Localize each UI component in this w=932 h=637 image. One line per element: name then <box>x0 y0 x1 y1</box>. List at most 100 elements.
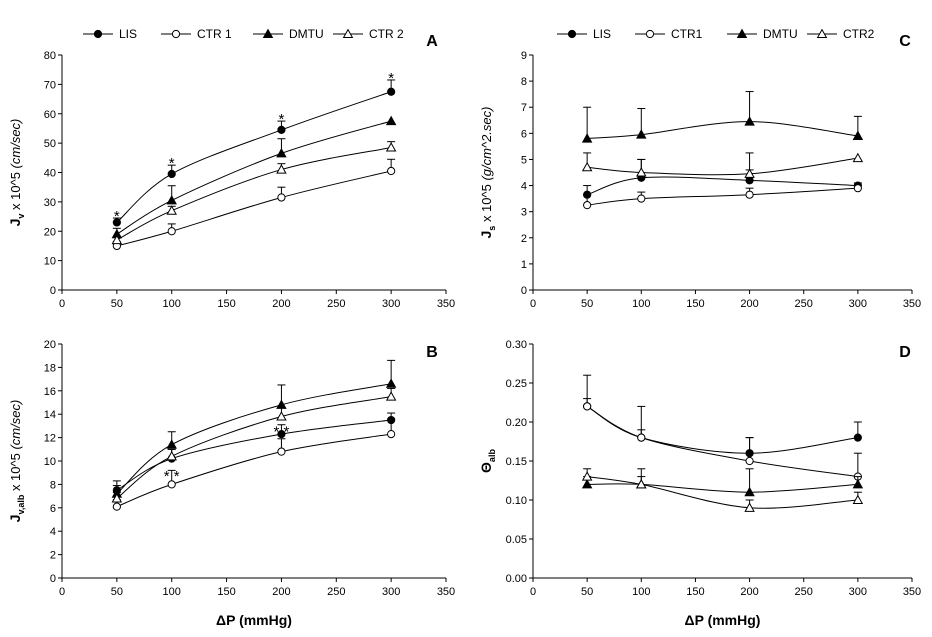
data-point <box>277 429 286 439</box>
data-point <box>276 147 287 158</box>
y-tick-label: 2 <box>50 550 56 562</box>
y-axis-label: Jv x 10^5 (cm/sec) <box>7 119 26 227</box>
y-tick-label: 20 <box>44 339 56 351</box>
data-point <box>637 433 646 442</box>
legend-item: LIS <box>83 27 137 41</box>
series-line <box>116 120 392 235</box>
legend-label: CTR2 <box>843 27 875 41</box>
x-tick-label: 50 <box>111 586 123 598</box>
y-tick-label: 0 <box>50 285 56 297</box>
y-tick-label: 30 <box>44 197 56 209</box>
panel-label: A <box>426 33 438 50</box>
data-point <box>167 480 176 489</box>
data-point <box>111 493 123 503</box>
series-line <box>586 405 858 478</box>
x-tick-label: 350 <box>903 298 921 310</box>
series-line <box>116 147 392 241</box>
x-tick-label: 300 <box>382 298 400 310</box>
data-point <box>853 433 862 442</box>
data-point <box>387 429 396 439</box>
legend-label: LIS <box>593 27 611 41</box>
series-ctr-1 <box>112 418 396 511</box>
series-line <box>116 383 392 495</box>
series-line <box>116 419 392 491</box>
panel-d: 0.00 0.05 0.10 0.15 0.20 0.25 0.30 0 50 100 150 200… <box>478 339 921 628</box>
data-point <box>581 478 593 489</box>
data-point <box>112 502 121 511</box>
x-tick-label: 200 <box>740 586 758 598</box>
x-tick-label: 100 <box>163 298 181 310</box>
series-ctr2 <box>581 468 864 512</box>
series-ctr-2 <box>111 141 397 245</box>
panel-a: 0 10 20 30 40 50 60 70 80 0 50 100 150 200 250 300 350 A J… <box>7 27 455 310</box>
significance-marker: * <box>114 208 120 225</box>
y-axis-label-subscript: v <box>16 214 26 219</box>
data-point <box>385 378 397 388</box>
series-lis <box>112 412 396 495</box>
x-tick-label: 50 <box>581 298 593 310</box>
x-tick-label: 200 <box>740 298 758 310</box>
x-tick-label: 350 <box>903 586 921 598</box>
x-tick-label: 300 <box>849 586 867 598</box>
panel-label: B <box>426 344 438 361</box>
legend-item: CTR2 <box>807 27 875 41</box>
legend-label: CTR 2 <box>369 27 404 41</box>
data-point <box>111 234 123 245</box>
x-tick-label: 0 <box>59 586 65 598</box>
data-point <box>385 142 397 152</box>
y-axis-label-scale: x 10^5 <box>479 181 494 226</box>
data-point <box>166 194 177 205</box>
y-axis-label-main: Θ <box>478 462 494 473</box>
x-tick-label: 350 <box>437 298 455 310</box>
x-tick-label: 0 <box>530 298 536 310</box>
y-tick-label: 1 <box>521 259 527 271</box>
x-tick-label: 50 <box>111 298 123 310</box>
y-tick-label: 70 <box>44 79 56 91</box>
x-tick-label: 350 <box>437 586 455 598</box>
x-tick-label: 300 <box>382 586 400 598</box>
series-line <box>587 157 858 176</box>
y-tick-label: 7 <box>521 102 527 114</box>
significance-marker: * <box>388 70 394 87</box>
series-line <box>587 121 858 140</box>
series-ctr-2 <box>111 387 397 503</box>
x-tick-label: 250 <box>327 298 345 310</box>
series-dmtu <box>111 359 397 498</box>
data-point <box>636 478 647 489</box>
x-tick-label: 0 <box>530 586 536 598</box>
legend-marker <box>645 29 655 39</box>
data-point <box>744 116 755 126</box>
data-point <box>636 129 647 139</box>
y-tick-label: 10 <box>44 456 56 468</box>
data-point <box>166 450 177 461</box>
data-point <box>852 494 864 505</box>
panel-label: C <box>899 33 911 50</box>
data-point <box>852 152 864 163</box>
data-point <box>637 194 646 203</box>
data-point <box>744 502 755 512</box>
y-axis-label-unit: (cm/sec) <box>8 400 23 450</box>
y-tick-label: 60 <box>44 109 56 121</box>
y-axis-label-main: J <box>478 231 494 239</box>
data-point <box>166 205 177 215</box>
x-tick-label: 250 <box>795 586 813 598</box>
x-tick-label: 100 <box>632 298 650 310</box>
x-tick-label: 250 <box>327 586 345 598</box>
y-tick-label: 0.15 <box>506 456 527 468</box>
x-tick-label: 150 <box>217 586 235 598</box>
legend-marker <box>171 29 181 39</box>
x-tick-label: 300 <box>849 298 867 310</box>
data-point <box>581 471 593 481</box>
legend-marker <box>567 29 577 39</box>
data-point <box>853 184 862 193</box>
y-tick-label: 18 <box>44 362 56 374</box>
data-point <box>852 478 864 489</box>
y-tick-label: 0.00 <box>506 573 527 585</box>
legend-label: DMTU <box>763 27 798 41</box>
y-axis-label-subscript: v,alb <box>16 494 26 514</box>
series-ctr2 <box>581 152 864 178</box>
y-tick-label: 6 <box>521 128 527 140</box>
legend-item: DMTU <box>253 27 324 41</box>
x-tick-label: 150 <box>217 298 235 310</box>
